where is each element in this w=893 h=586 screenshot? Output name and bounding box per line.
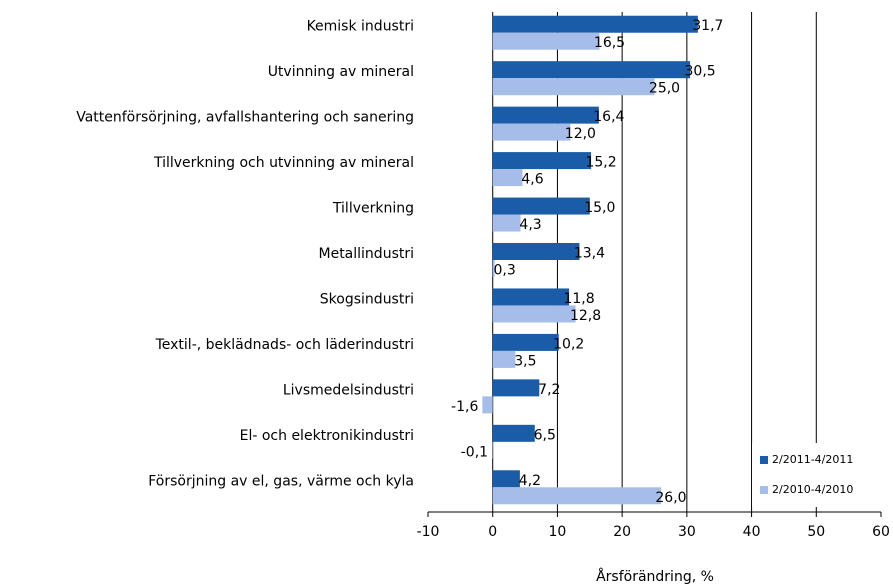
value-label: 25,0 — [649, 81, 680, 97]
bar — [492, 288, 570, 306]
value-label: 26,0 — [655, 490, 686, 506]
bar — [492, 379, 540, 397]
value-label: 12,8 — [570, 308, 601, 324]
bar — [492, 61, 691, 79]
value-label: 12,0 — [565, 126, 596, 142]
x-tick-label: -10 — [417, 524, 440, 540]
category-label: El- och elektronikindustri — [240, 428, 414, 444]
value-label: 4,2 — [519, 473, 541, 489]
x-tick-label: 20 — [613, 524, 631, 540]
value-label: 15,0 — [584, 200, 615, 216]
category-label: Utvinning av mineral — [268, 64, 414, 80]
value-label: 3,5 — [514, 353, 536, 369]
bar — [492, 197, 590, 215]
category-label: Försörjning av el, gas, värme och kyla — [148, 473, 414, 489]
value-label: 13,4 — [574, 246, 605, 262]
bar — [492, 152, 592, 170]
value-label: 31,7 — [692, 18, 723, 34]
value-label: 4,6 — [521, 172, 543, 188]
bar — [492, 333, 559, 351]
value-label: 0,3 — [494, 263, 516, 279]
category-label: Skogsindustri — [320, 291, 414, 307]
legend-swatch — [760, 486, 768, 494]
value-label: 16,4 — [593, 109, 624, 125]
value-label: 6,5 — [534, 427, 556, 443]
x-tick-label: 60 — [872, 524, 890, 540]
category-label: Tillverkning och utvinning av mineral — [153, 155, 414, 171]
bar — [492, 441, 493, 459]
bar — [482, 396, 493, 414]
bar — [492, 487, 661, 505]
value-label: -0,1 — [461, 444, 488, 460]
bar — [492, 350, 516, 368]
bar — [492, 260, 495, 277]
x-tick-label: 40 — [743, 524, 761, 540]
value-label: 4,3 — [519, 217, 541, 233]
value-label: 7,2 — [538, 382, 560, 398]
bar — [492, 470, 520, 488]
bar — [492, 169, 523, 187]
category-label: Kemisk industri — [307, 19, 414, 35]
legend-label: 2/2011-4/2011 — [772, 453, 853, 466]
value-label: -1,6 — [451, 399, 478, 415]
x-tick-label: 10 — [549, 524, 567, 540]
x-axis-label: Årsförändring, % — [596, 568, 714, 585]
x-tick-label: 30 — [678, 524, 696, 540]
x-tick-label: 0 — [488, 524, 497, 540]
bar — [492, 78, 655, 96]
bar — [492, 214, 521, 232]
category-label: Tillverkning — [332, 201, 414, 217]
category-label: Textil-, beklädnads- och läderindustri — [155, 337, 414, 353]
bar — [492, 243, 580, 260]
bar — [492, 305, 576, 323]
bar — [492, 32, 600, 50]
category-label: Vattenförsörjning, avfallshantering och … — [76, 110, 414, 126]
value-label: 11,8 — [563, 291, 594, 307]
legend-label: 2/2010-4/2010 — [772, 483, 853, 496]
bar — [492, 123, 571, 141]
legend-swatch — [760, 456, 768, 464]
bar — [492, 15, 698, 33]
value-label: 15,2 — [585, 155, 616, 171]
legend-box — [752, 443, 880, 507]
bar — [492, 424, 535, 442]
x-tick-label: 50 — [807, 524, 825, 540]
bar — [492, 106, 599, 124]
category-label: Metallindustri — [319, 246, 415, 262]
value-label: 16,5 — [594, 35, 625, 51]
value-label: 30,5 — [685, 64, 716, 80]
value-label: 10,2 — [553, 336, 584, 352]
category-label: Livsmedelsindustri — [283, 382, 414, 398]
